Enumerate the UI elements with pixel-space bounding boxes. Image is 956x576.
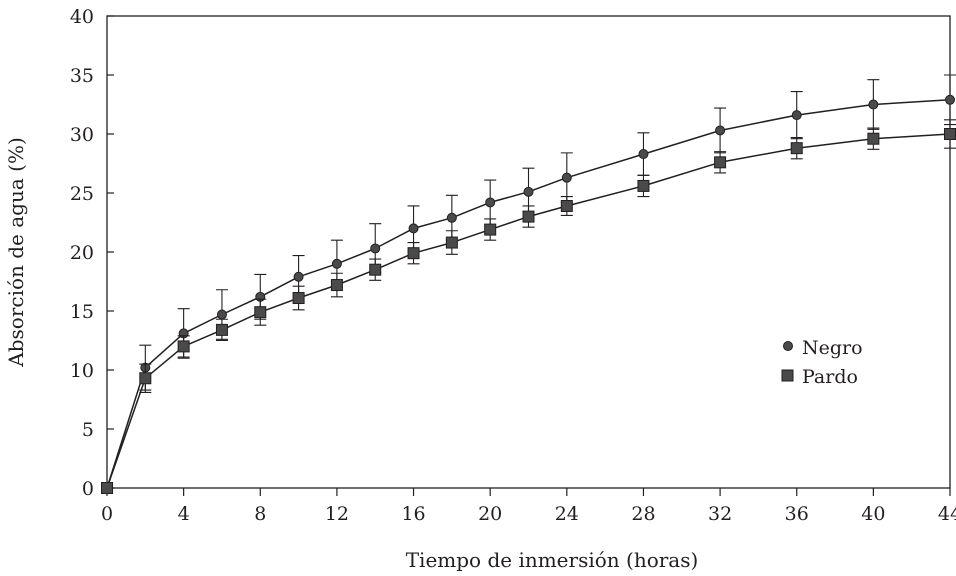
point-negro-44 (945, 94, 955, 105)
y-tick-label-20: 20 (70, 242, 94, 264)
line-negro (106, 99, 951, 489)
point-negro-32 (715, 125, 726, 136)
point-pardo-6 (215, 323, 228, 336)
legend-marker-negro (783, 341, 793, 351)
x-tick-label-36: 36 (785, 503, 809, 525)
point-pardo-2 (139, 372, 152, 385)
x-tick-label-20: 20 (478, 503, 502, 525)
x-tick-label-28: 28 (631, 503, 655, 525)
point-pardo-12 (330, 279, 343, 292)
legend-label-pardo: Pardo (802, 366, 858, 388)
point-pardo-40 (867, 132, 880, 145)
point-pardo-32 (714, 156, 727, 169)
y-tick-label-5: 5 (82, 419, 94, 441)
point-negro-10 (293, 271, 304, 282)
point-pardo-0 (101, 482, 113, 494)
point-negro-16 (408, 223, 419, 234)
x-tick-label-24: 24 (555, 503, 579, 525)
point-pardo-14 (369, 263, 382, 276)
x-tick-label-16: 16 (401, 503, 425, 525)
plot-frame (106, 15, 951, 489)
y-tick-label-25: 25 (70, 183, 94, 205)
x-tick-label-44: 44 (938, 503, 956, 525)
series-negro (102, 74, 956, 493)
y-tick-label-30: 30 (70, 124, 94, 146)
point-pardo-20 (484, 223, 497, 236)
y-tick-label-0: 0 (82, 478, 94, 500)
point-pardo-16 (407, 247, 420, 260)
point-pardo-28 (637, 179, 650, 192)
point-pardo-22 (522, 210, 535, 223)
point-negro-14 (370, 243, 381, 254)
legend-label-negro: Negro (802, 337, 863, 359)
point-pardo-10 (292, 292, 305, 305)
point-negro-22 (523, 186, 534, 197)
series-layer (101, 74, 956, 494)
point-pardo-4 (177, 340, 190, 353)
x-tick-label-8: 8 (254, 503, 266, 525)
point-negro-40 (868, 99, 879, 110)
ticks-layer: 0 5 10 15 20 25 30 35 40 0 4 8 12 16 20 24 28 32 36 40 44 (70, 6, 956, 525)
legend: Negro Pardo (781, 337, 863, 388)
x-tick-label-32: 32 (708, 503, 732, 525)
point-negro-24 (561, 172, 572, 183)
x-tick-label-0: 0 (101, 503, 113, 525)
point-pardo-8 (254, 306, 267, 319)
legend-marker-pardo (781, 369, 794, 382)
series-pardo (101, 119, 956, 494)
point-pardo-44 (944, 128, 956, 140)
x-tick-label-12: 12 (325, 503, 349, 525)
y-axis-title: Absorción de agua (%) (4, 137, 28, 367)
line-pardo (106, 133, 951, 489)
point-negro-18 (446, 212, 457, 223)
point-negro-36 (791, 110, 802, 121)
y-tick-label-10: 10 (70, 360, 94, 382)
point-negro-20 (485, 197, 496, 208)
point-negro-6 (216, 309, 227, 320)
y-tick-label-35: 35 (70, 65, 94, 87)
x-axis-title: Tiempo de inmersión (horas) (406, 548, 699, 572)
y-tick-label-15: 15 (70, 301, 94, 323)
y-tick-label-40: 40 (70, 6, 94, 28)
point-pardo-36 (790, 142, 803, 155)
point-negro-12 (331, 258, 342, 269)
point-pardo-24 (560, 199, 573, 212)
x-tick-label-4: 4 (178, 503, 190, 525)
point-pardo-18 (445, 236, 458, 249)
point-negro-28 (638, 149, 649, 160)
x-tick-label-40: 40 (861, 503, 885, 525)
